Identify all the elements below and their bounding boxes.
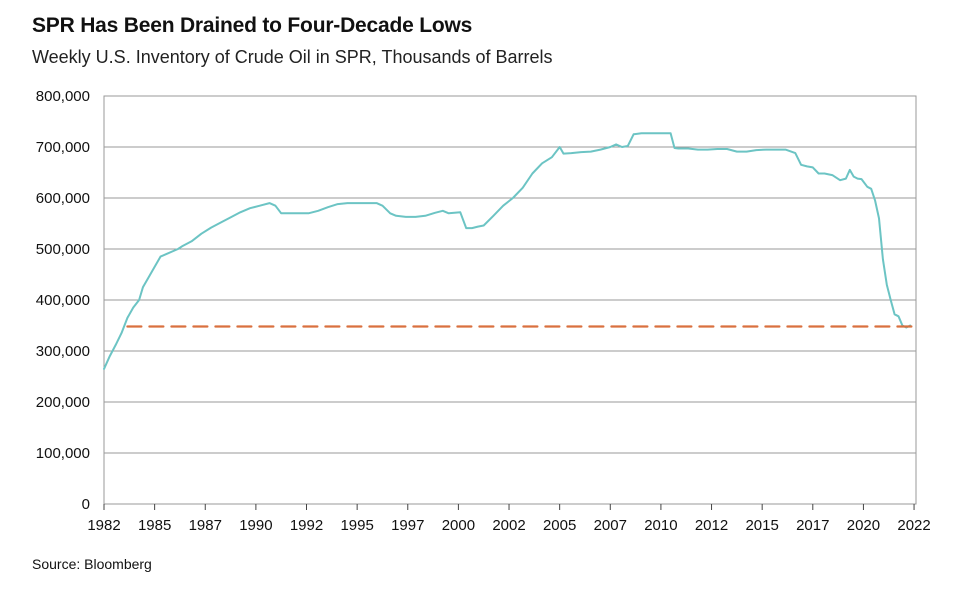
x-tick-label: 2007 [594, 517, 627, 534]
gridlines [104, 95, 916, 505]
x-tick-label: 1995 [340, 517, 373, 534]
x-tick-label: 2022 [897, 517, 930, 534]
y-tick-label: 600,000 [36, 190, 90, 207]
series-layer [103, 132, 918, 370]
y-tick-label: 700,000 [36, 139, 90, 156]
x-tick-label: 1987 [189, 517, 222, 534]
y-tick-label: 500,000 [36, 241, 90, 258]
source-note: Source: Bloomberg [32, 556, 152, 572]
chart-title: SPR Has Been Drained to Four-Decade Lows [32, 14, 473, 37]
chart-subtitle: Weekly U.S. Inventory of Crude Oil in SP… [32, 47, 553, 67]
y-tick-label: 200,000 [36, 394, 90, 411]
x-tick-label: 2017 [796, 517, 829, 534]
x-tick-label: 2005 [543, 517, 576, 534]
x-tick-label: 2002 [492, 517, 525, 534]
plot-frame [103, 95, 917, 505]
x-tick-label: 1985 [138, 517, 171, 534]
x-tick-label: 2015 [745, 517, 778, 534]
y-tick-label: 800,000 [36, 88, 90, 105]
x-tick-label: 2020 [847, 517, 880, 534]
x-tick-label: 1982 [87, 517, 120, 534]
x-axis-ticks: 1982 1985 1987 1990 1992 1995 1997 2000 2002 2005… [87, 504, 931, 534]
x-tick-label: 2012 [695, 517, 728, 534]
x-tick-label: 1992 [290, 517, 323, 534]
y-tick-label: 300,000 [36, 343, 90, 360]
x-tick-label: 1990 [239, 517, 272, 534]
y-tick-label: 100,000 [36, 445, 90, 462]
y-tick-label: 400,000 [36, 292, 90, 309]
x-tick-label: 2000 [442, 517, 475, 534]
y-tick-label: 0 [82, 496, 90, 513]
x-tick-label: 2010 [644, 517, 677, 534]
spr-inventory-line [103, 132, 912, 370]
x-tick-label: 1997 [391, 517, 424, 534]
y-axis-ticks: 0 100,000 200,000 300,000 400,000 500,000 600,… [36, 88, 90, 513]
